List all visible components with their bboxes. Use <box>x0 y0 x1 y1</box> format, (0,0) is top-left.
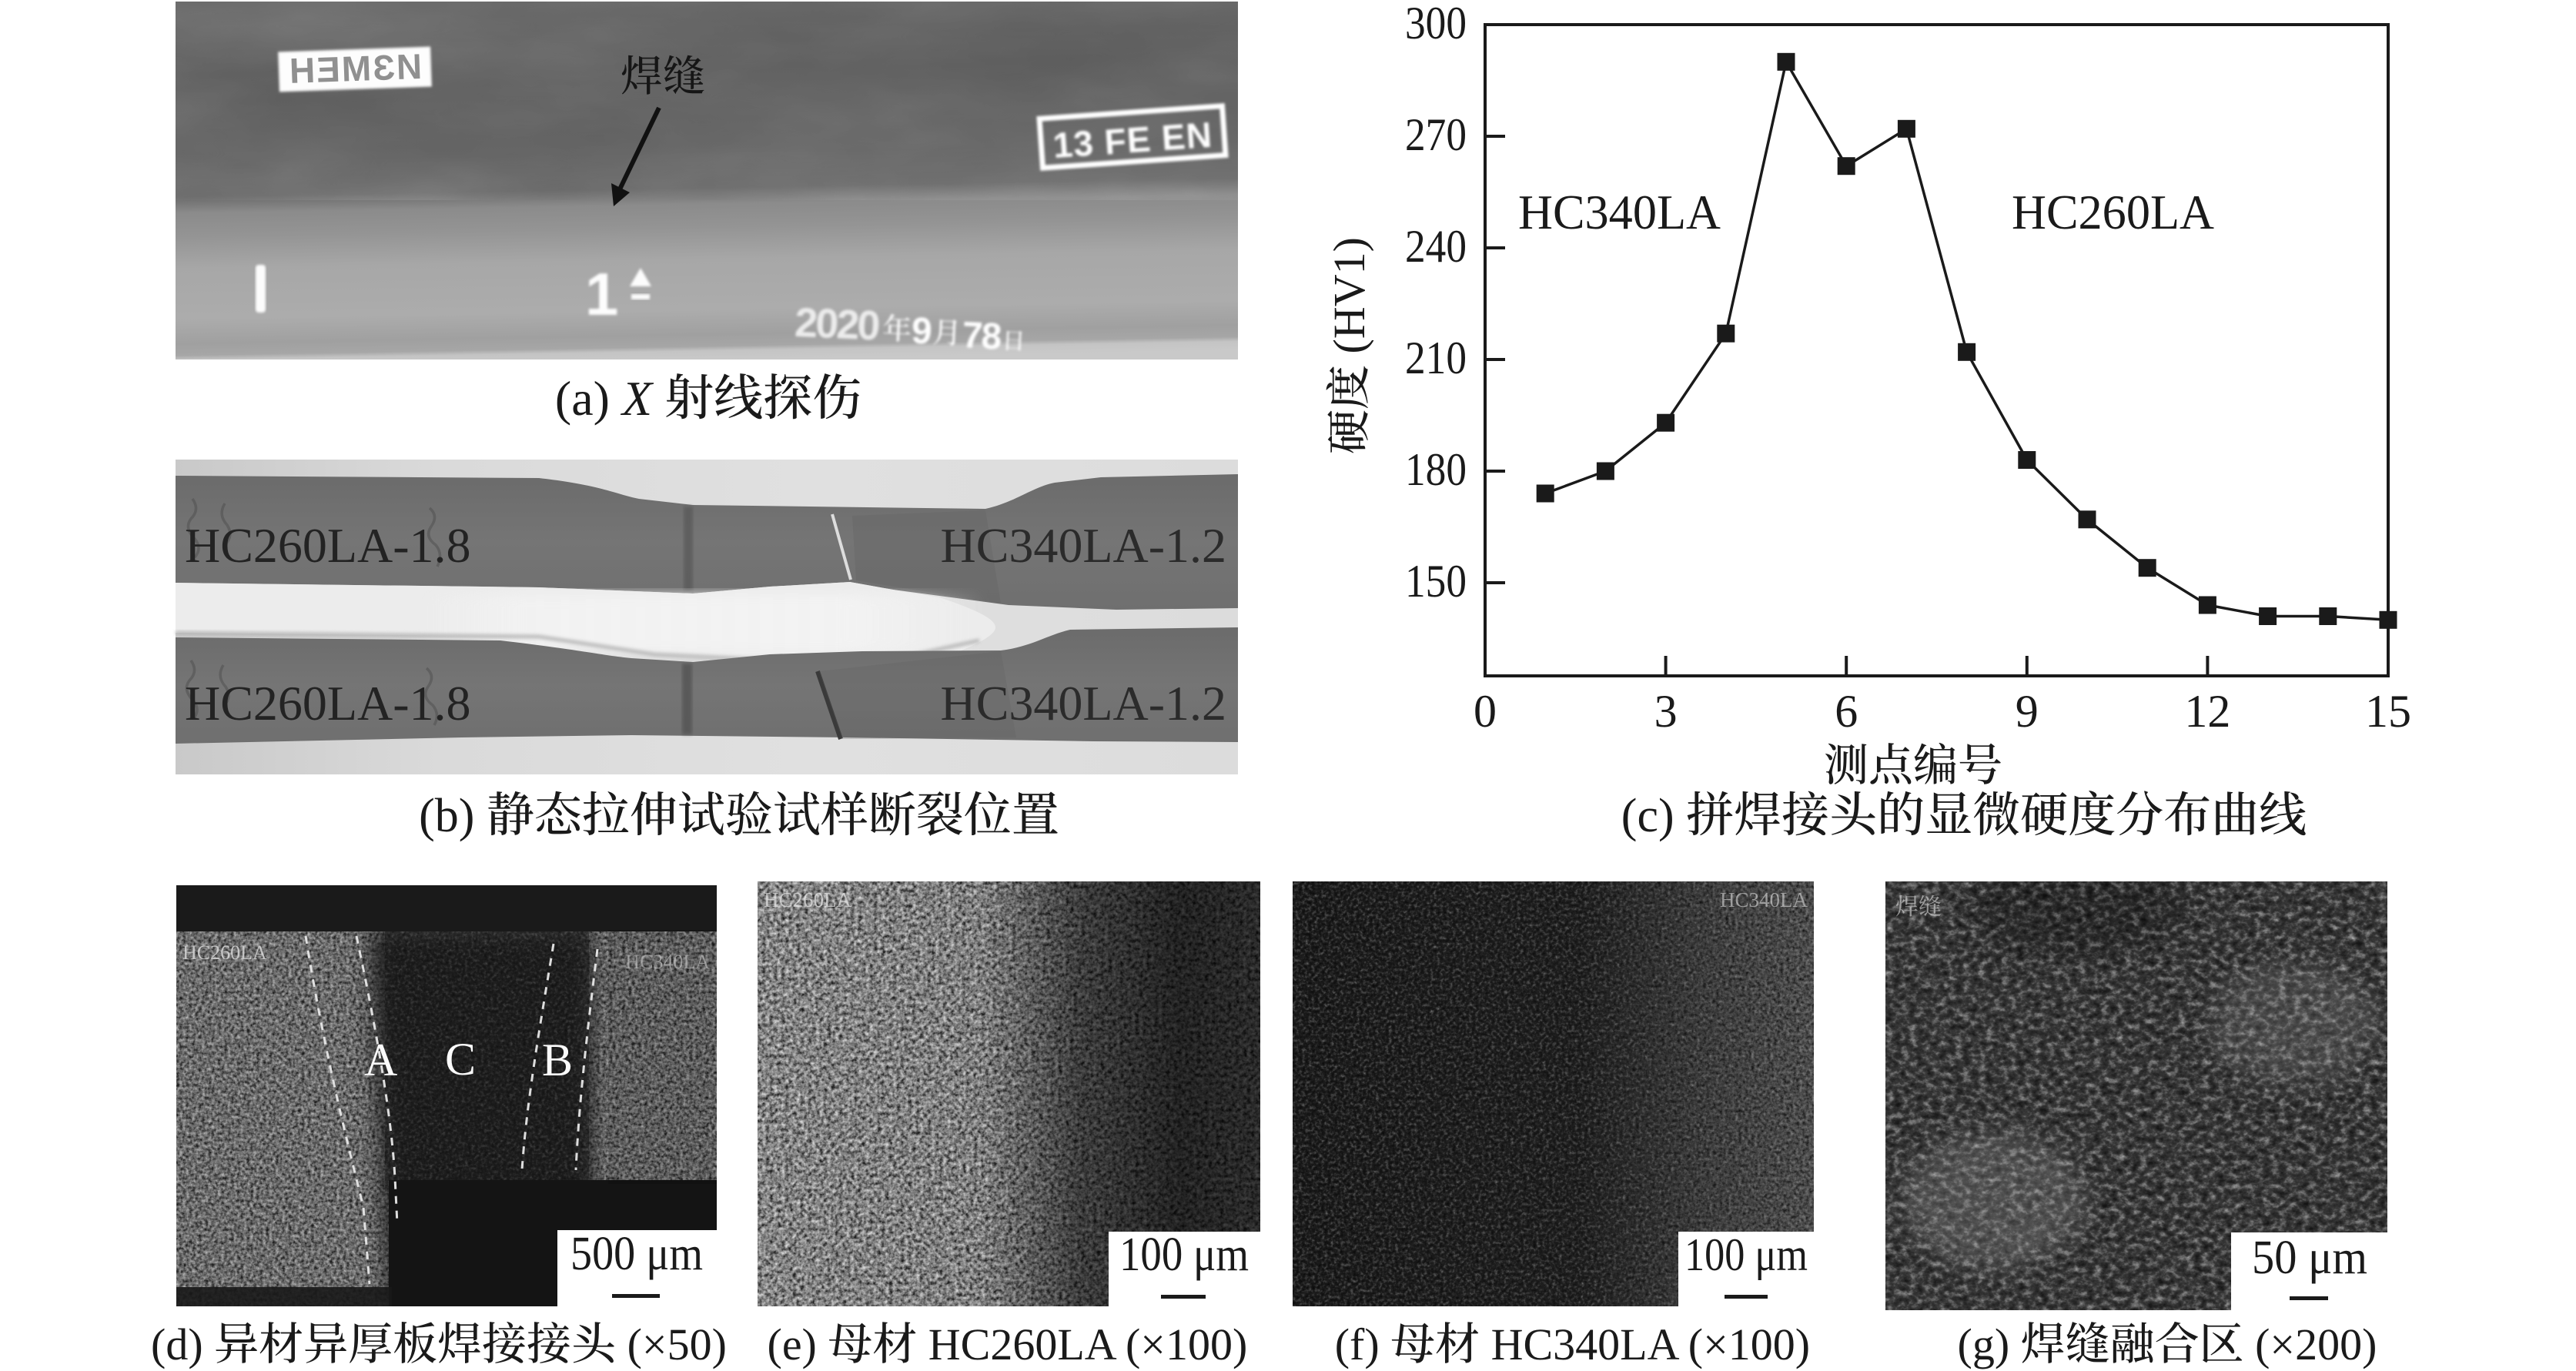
svg-text:HC260LA: HC260LA <box>2012 185 2214 239</box>
svg-text:9: 9 <box>2016 686 2039 737</box>
svg-text:3: 3 <box>1654 686 1678 737</box>
svg-text:(HV1): (HV1) <box>1324 237 1374 365</box>
svg-text:HC340LA (×100): HC340LA (×100) <box>1480 1319 1810 1369</box>
svg-text:180: 180 <box>1405 444 1467 495</box>
svg-text:HC260LA-1.8: HC260LA-1.8 <box>185 518 471 573</box>
svg-text:15: 15 <box>2365 686 2411 737</box>
svg-text:(b): (b) <box>419 790 487 842</box>
svg-text:HC260LA: HC260LA <box>764 888 852 911</box>
svg-text:HC260LA (×100): HC260LA (×100) <box>917 1319 1247 1369</box>
svg-text:HC340LA-1.2: HC340LA-1.2 <box>940 676 1226 731</box>
svg-text:(×200): (×200) <box>2244 1319 2377 1369</box>
svg-text:1: 1 <box>585 260 618 328</box>
svg-text:300: 300 <box>1405 0 1467 48</box>
svg-text:HC340LA: HC340LA <box>1720 888 1808 911</box>
svg-text:9: 9 <box>911 311 933 353</box>
svg-text:150: 150 <box>1405 556 1467 607</box>
svg-text:50 μm: 50 μm <box>2252 1232 2367 1284</box>
svg-text:(c): (c) <box>1621 790 1686 842</box>
svg-text:6: 6 <box>1835 686 1858 737</box>
svg-text:78: 78 <box>962 315 1002 357</box>
svg-text:240: 240 <box>1405 221 1467 272</box>
svg-text:(a): (a) <box>555 371 622 426</box>
svg-text:HC260LA: HC260LA <box>182 941 267 964</box>
svg-text:B: B <box>542 1035 573 1085</box>
svg-text:270: 270 <box>1405 109 1467 160</box>
svg-text:C: C <box>445 1034 476 1085</box>
svg-text:(g): (g) <box>1958 1319 2021 1369</box>
svg-text:(×50): (×50) <box>616 1319 727 1369</box>
svg-text:100 μm: 100 μm <box>1119 1229 1249 1281</box>
svg-text:ИЗМЕН: ИЗМЕН <box>287 46 423 91</box>
svg-text:210: 210 <box>1405 333 1467 383</box>
svg-text:A: A <box>364 1035 397 1085</box>
svg-text:(f): (f) <box>1335 1319 1390 1369</box>
svg-text:12: 12 <box>2184 686 2230 737</box>
svg-text:HC340LA-1.2: HC340LA-1.2 <box>940 518 1226 573</box>
svg-text:0: 0 <box>1474 686 1497 737</box>
svg-text:X: X <box>620 371 654 426</box>
svg-text:HC340LA: HC340LA <box>625 951 710 973</box>
svg-text:500 μm: 500 μm <box>570 1228 703 1280</box>
svg-text:2020: 2020 <box>794 299 880 349</box>
svg-text:HC260LA-1.8: HC260LA-1.8 <box>185 676 471 731</box>
svg-text:(d): (d) <box>151 1319 214 1369</box>
svg-text:HC340LA: HC340LA <box>1518 185 1721 239</box>
svg-text:(e): (e) <box>768 1319 828 1369</box>
svg-text:100 μm: 100 μm <box>1684 1229 1808 1280</box>
